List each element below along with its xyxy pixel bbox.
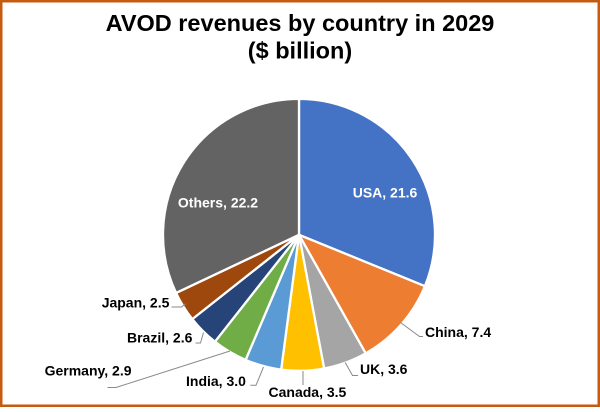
svg-text:AVOD revenues by country in 20: AVOD revenues by country in 2029 [106, 10, 495, 36]
svg-text:Germany, 2.9: Germany, 2.9 [45, 363, 132, 379]
svg-text:Others, 22.2: Others, 22.2 [178, 194, 258, 210]
svg-text:Brazil, 2.6: Brazil, 2.6 [127, 330, 193, 346]
svg-text:USA, 21.6: USA, 21.6 [353, 184, 418, 200]
svg-text:India, 3.0: India, 3.0 [186, 373, 246, 389]
svg-text:($ billion): ($ billion) [248, 38, 352, 64]
svg-text:Japan, 2.5: Japan, 2.5 [102, 295, 170, 311]
svg-text:China, 7.4: China, 7.4 [425, 324, 491, 340]
svg-text:UK, 3.6: UK, 3.6 [360, 361, 408, 377]
svg-text:Canada, 3.5: Canada, 3.5 [269, 384, 347, 400]
